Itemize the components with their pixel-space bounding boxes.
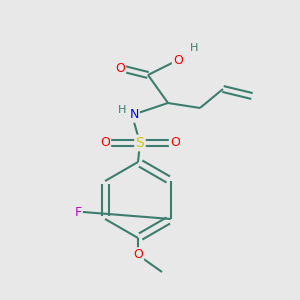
Text: H: H	[118, 105, 126, 115]
Text: H: H	[190, 43, 198, 53]
Text: O: O	[173, 53, 183, 67]
Text: S: S	[136, 136, 144, 150]
Text: F: F	[74, 206, 82, 218]
Text: N: N	[129, 109, 139, 122]
Text: O: O	[133, 248, 143, 262]
Text: O: O	[115, 61, 125, 74]
Text: O: O	[170, 136, 180, 149]
Text: O: O	[100, 136, 110, 149]
